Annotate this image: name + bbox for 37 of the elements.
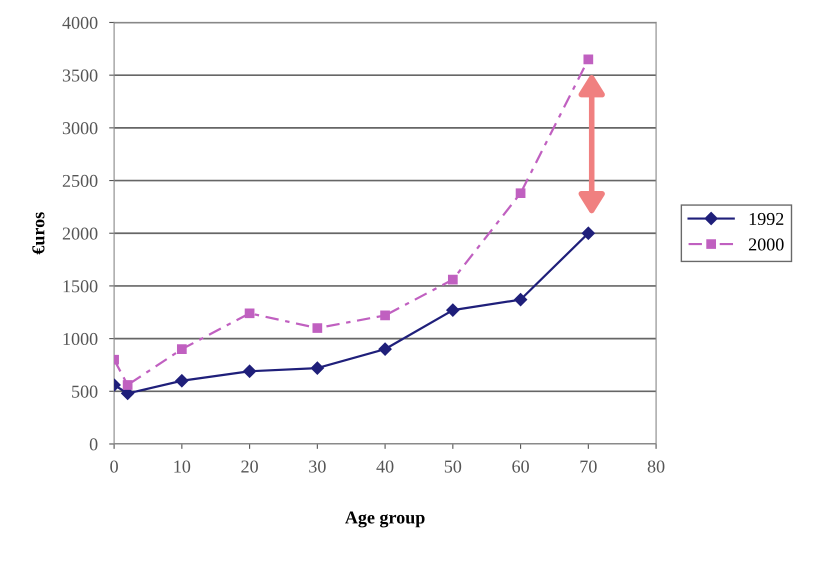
y-tick-label: 3500 <box>62 69 98 82</box>
x-tick-label: 30 <box>309 460 326 473</box>
y-tick-label: 3000 <box>62 122 98 134</box>
point <box>582 226 595 240</box>
legend-label: 2000 <box>748 238 784 251</box>
x-axis-title: Age group <box>345 512 425 528</box>
point <box>514 293 528 306</box>
y-tick-label: 500 <box>72 386 98 398</box>
x-tick-label: 70 <box>580 460 597 473</box>
x-tick-label: 0 <box>110 460 118 473</box>
y-tick-label: 2500 <box>62 174 98 187</box>
point <box>446 304 460 317</box>
point <box>175 374 188 388</box>
y-tick-label: 2000 <box>62 227 98 240</box>
point <box>380 310 390 320</box>
y-axis-title: €uros <box>32 212 45 254</box>
x-tick-label: 60 <box>512 460 529 473</box>
point <box>310 362 324 375</box>
point <box>516 188 526 198</box>
legend-label: 1992 <box>750 212 784 226</box>
x-tick-label: 10 <box>174 460 190 473</box>
point <box>243 364 256 378</box>
point <box>122 380 133 390</box>
y-tick-label: 1000 <box>64 332 98 346</box>
y-tick-label: 4000 <box>62 16 98 29</box>
x-tick-label: 40 <box>376 460 394 473</box>
point <box>448 274 458 284</box>
x-tick-label: 80 <box>648 460 664 473</box>
point <box>312 323 322 333</box>
point <box>583 54 594 64</box>
point <box>378 342 392 356</box>
point <box>244 308 254 318</box>
x-tick-label: 50 <box>444 460 462 473</box>
y-tick-label: 1500 <box>64 280 98 292</box>
y-tick-label: 0 <box>90 438 98 450</box>
x-tick-label: 20 <box>241 460 258 473</box>
point <box>176 344 187 354</box>
